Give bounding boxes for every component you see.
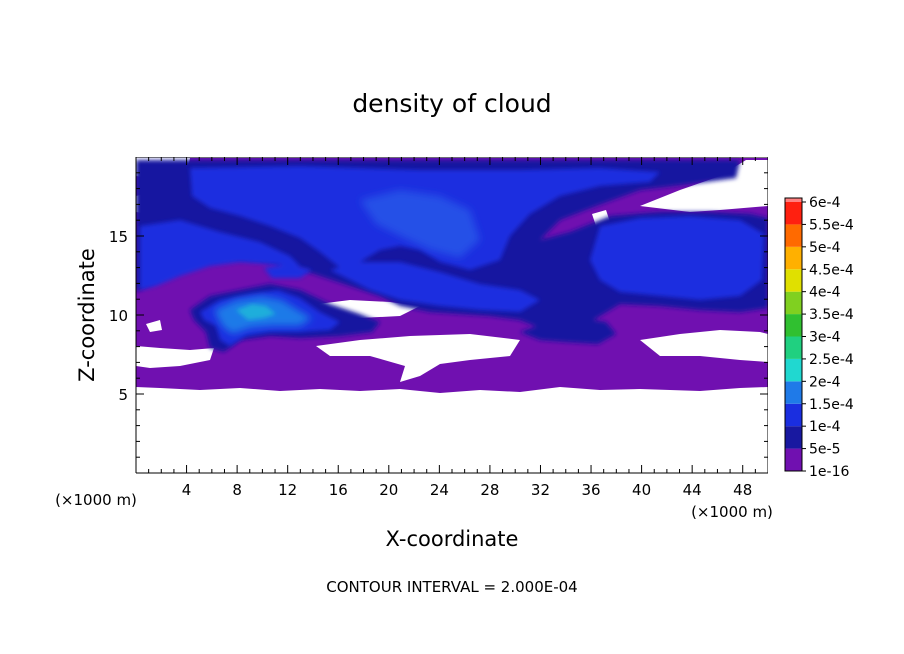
x-tick-label: 20 <box>379 481 398 499</box>
colorbar-swatch <box>785 381 802 404</box>
colorbar-label: 4.5e-4 <box>809 262 854 278</box>
colorbar-swatch <box>785 358 802 382</box>
x-tick-label: 32 <box>531 481 550 499</box>
colorbar-swatch <box>785 314 802 337</box>
colorbar-swatch <box>785 448 802 471</box>
x-tick-label: 44 <box>683 481 702 499</box>
x-tick-label: 4 <box>182 481 192 499</box>
y-tick-label: 5 <box>118 386 128 404</box>
x-unit-label: (×1000 m) <box>691 503 773 521</box>
z-unit-label: (×1000 m) <box>55 491 137 509</box>
colorbar-label: 5e-5 <box>809 442 840 458</box>
colorbar-label: 5e-4 <box>809 240 841 256</box>
colorbar-label: 3.5e-4 <box>809 307 854 323</box>
gap-band-3 <box>640 330 768 362</box>
colorbar-label: 2.5e-4 <box>809 352 854 368</box>
colorbar-swatch <box>785 403 802 427</box>
colorbar-label: 1.5e-4 <box>809 397 854 413</box>
y-axis-label: Z-coordinate <box>75 248 99 382</box>
colorbar-swatch <box>785 291 802 315</box>
contour-interval-note: CONTOUR INTERVAL = 2.000E-04 <box>326 578 577 596</box>
cloud-region-light-blue-upper <box>360 190 480 258</box>
colorbar-label: 1e-4 <box>809 419 841 435</box>
colorbar-swatch <box>785 426 802 449</box>
colorbar-label: 5.5e-4 <box>809 217 854 233</box>
colorbar-label: 3e-4 <box>809 330 841 346</box>
colorbar: 1e-16 5e-5 1e-4 1.5e-4 2e-4 2.5e-4 3e-4 3.5e-4 4… <box>784 195 854 480</box>
cloud-region-dark-blue-right <box>520 318 616 344</box>
colorbar-swatch <box>785 269 802 292</box>
colorbar-label: 1e-16 <box>809 464 849 480</box>
chart-title: density of cloud <box>352 89 551 118</box>
colorbar-swatch <box>785 246 802 270</box>
x-axis-label: X-coordinate <box>386 527 519 551</box>
gap-band-2 <box>316 334 520 382</box>
x-tick-label: 16 <box>329 481 348 499</box>
gap-band <box>136 346 214 368</box>
x-tick-label: 48 <box>733 481 752 499</box>
cloud-region-blue-small <box>264 264 312 278</box>
colorbar-frame <box>784 197 803 472</box>
x-tick-label: 28 <box>480 481 499 499</box>
y-tick-label: 15 <box>109 228 128 246</box>
x-tick-label: 36 <box>581 481 600 499</box>
x-tick-label: 8 <box>232 481 242 499</box>
colorbar-swatch <box>785 202 802 225</box>
colorbar-label: 6e-4 <box>809 195 841 211</box>
density-field <box>136 157 768 473</box>
y-axis-ticks: 5 10 15 <box>109 172 768 458</box>
x-axis-ticks: 4 8 12 16 20 24 28 32 36 40 44 48 <box>148 157 756 499</box>
colorbar-swatch <box>785 198 802 202</box>
cloud-region-cyan-core <box>236 304 276 320</box>
x-tick-label: 24 <box>430 481 449 499</box>
x-tick-label: 12 <box>278 481 297 499</box>
colorbar-label: 4e-4 <box>809 285 841 301</box>
cloud-region-blue-left <box>140 220 300 290</box>
y-tick-label: 10 <box>109 307 128 325</box>
cloud-region-blue-mid <box>330 262 540 312</box>
gap-left-2 <box>146 320 162 332</box>
x-tick-label: 40 <box>632 481 651 499</box>
cloud-region-blue-right <box>590 216 764 300</box>
colorbar-swatch <box>785 224 802 247</box>
colorbar-label: 2e-4 <box>809 374 841 390</box>
colorbar-swatch <box>785 336 802 359</box>
